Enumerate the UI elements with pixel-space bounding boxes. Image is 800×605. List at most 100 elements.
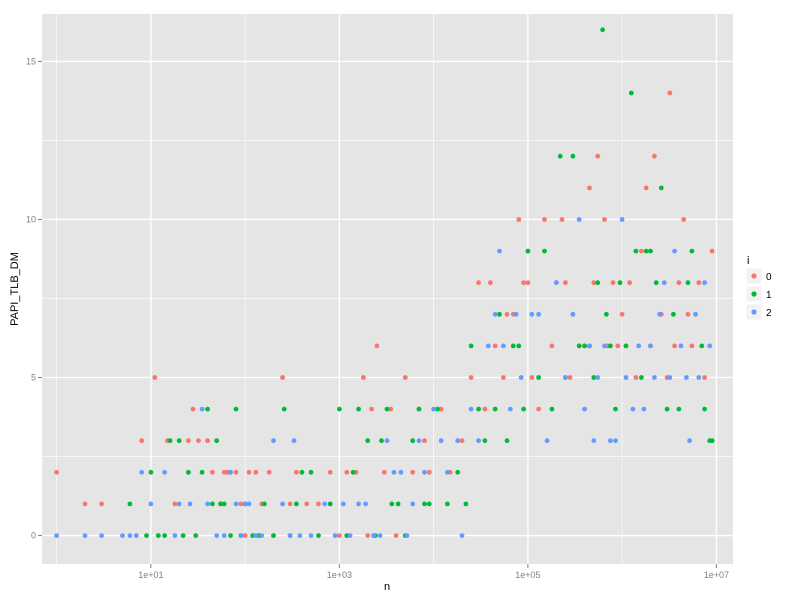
data-point-series-1 [628,90,634,96]
data-point-series-2 [162,469,168,475]
data-point-series-2 [308,533,314,538]
data-point-series-2 [591,438,597,444]
data-point-series-1 [218,501,224,507]
data-point-series-0 [521,280,526,286]
data-point-series-1 [709,438,715,444]
x-tick-label: 1e+05 [515,570,540,580]
y-tick-label: 0 [31,531,36,541]
data-point-series-1 [193,533,199,538]
data-point-series-0 [504,311,510,317]
data-point-series-0 [559,217,565,222]
data-point-series-2 [693,311,698,317]
data-point-series-2 [707,343,713,349]
data-point-series-0 [529,375,535,380]
data-point-series-1 [664,406,670,412]
legend-key-1 [751,291,757,297]
data-point-series-2 [459,533,465,538]
data-point-series-0 [344,469,350,475]
data-point-series-0 [627,280,632,286]
legend-label-0: 0 [766,272,772,283]
data-point-series-1 [648,248,653,254]
data-point-series-1 [689,248,695,254]
data-point-series-2 [214,533,220,538]
data-point-series-0 [482,406,488,412]
y-axis-ticks: 0 5 10 15 [26,56,42,541]
data-point-series-0 [381,469,387,475]
data-point-series-0 [294,469,299,475]
data-point-series-0 [253,469,259,475]
x-tick-label: 1e+03 [327,570,352,580]
data-point-series-0 [488,280,493,286]
data-point-series-0 [563,280,568,286]
data-point-series-2 [340,501,346,507]
data-point-series-0 [361,375,366,380]
data-point-series-0 [595,153,601,159]
data-point-series-0 [196,438,201,444]
data-point-series-1 [186,469,191,475]
data-point-series-1 [337,406,342,412]
data-point-series-0 [99,501,104,507]
data-point-series-0 [709,248,715,254]
data-point-series-1 [468,343,474,349]
data-point-series-2 [238,533,244,538]
data-point-series-0 [702,375,707,380]
data-point-series-2 [416,438,422,444]
data-point-series-0 [186,438,191,444]
data-point-series-0 [619,311,625,317]
data-point-series-2 [445,469,450,475]
data-point-series-2 [291,438,297,444]
data-point-series-2 [587,343,592,349]
data-point-series-1 [350,469,356,475]
data-point-series-2 [199,406,205,412]
data-point-series-0 [685,311,691,317]
data-point-series-1 [604,311,609,317]
data-point-series-0 [615,343,621,349]
data-point-series-1 [316,533,321,538]
data-point-series-0 [393,533,399,538]
data-point-series-1 [214,438,220,444]
data-point-series-1 [658,185,664,191]
data-point-series-2 [513,311,519,317]
data-point-series-1 [455,469,461,475]
data-point-series-2 [431,406,436,412]
data-point-series-2 [641,406,647,412]
data-point-series-2 [120,533,125,538]
data-point-series-2 [322,501,328,507]
data-point-series-0 [82,501,88,507]
data-point-series-2 [280,501,285,507]
data-point-series-0 [542,217,547,222]
data-point-series-0 [536,406,541,412]
data-point-series-0 [238,501,244,507]
data-point-series-1 [148,469,154,475]
data-point-series-0 [369,406,374,412]
data-point-series-2 [536,311,541,317]
data-point-series-1 [210,501,215,507]
data-point-series-0 [426,469,432,475]
data-point-series-1 [422,501,427,507]
data-point-series-2 [371,533,376,538]
data-point-series-1 [582,343,587,349]
data-point-series-0 [172,501,178,507]
data-point-series-2 [205,501,211,507]
data-point-series-0 [266,469,272,475]
data-point-series-1 [162,533,168,538]
data-point-series-2 [553,280,559,286]
data-point-series-2 [347,533,353,538]
data-point-series-1 [379,438,384,444]
data-point-series-0 [54,469,59,475]
data-point-series-0 [304,501,310,507]
data-point-series-2 [242,501,248,507]
data-point-series-0 [205,438,211,444]
data-point-series-1 [702,406,707,412]
data-point-series-1 [395,501,401,507]
data-point-series-1 [510,343,516,349]
data-point-series-2 [271,438,276,444]
data-point-series-1 [389,501,395,507]
data-point-series-0 [190,406,196,412]
x-tick-label: 1e+07 [704,570,729,580]
x-axis-label: n [384,581,390,593]
data-point-series-2 [356,501,361,507]
data-point-series-1 [167,438,173,444]
data-point-series-1 [271,533,276,538]
